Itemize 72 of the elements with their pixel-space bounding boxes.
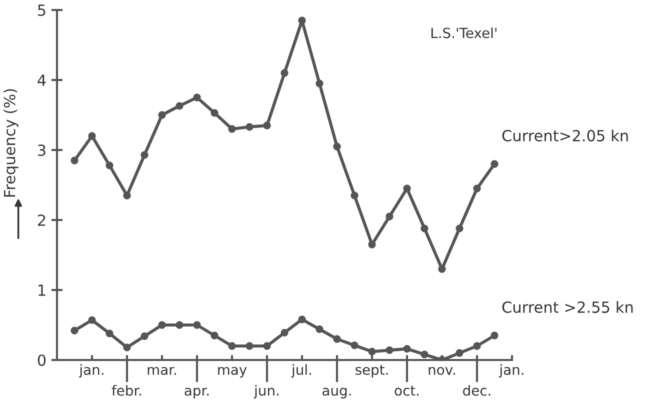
point bbox=[316, 325, 324, 334]
point bbox=[456, 224, 464, 232]
y-tick-label: 3 bbox=[38, 144, 46, 156]
point bbox=[123, 344, 131, 352]
y-tick-label: 1 bbox=[38, 284, 46, 296]
y-tick-label: 5 bbox=[38, 4, 46, 16]
point bbox=[473, 342, 481, 350]
point bbox=[280, 328, 288, 337]
point bbox=[316, 80, 324, 88]
point bbox=[473, 184, 481, 192]
point bbox=[298, 16, 306, 24]
x-tick-label: mar. bbox=[148, 366, 176, 375]
point bbox=[263, 342, 271, 350]
point bbox=[176, 321, 184, 329]
point bbox=[350, 341, 358, 350]
point bbox=[368, 240, 376, 248]
point bbox=[490, 160, 498, 168]
point bbox=[123, 192, 131, 200]
x-tick-label: nov. bbox=[428, 366, 455, 375]
point bbox=[280, 69, 288, 77]
x-tick-label: sept. bbox=[356, 364, 388, 378]
point bbox=[106, 162, 114, 170]
point bbox=[88, 132, 96, 140]
point bbox=[210, 109, 218, 117]
point bbox=[140, 332, 148, 340]
x-tick-label: febr. bbox=[112, 385, 142, 396]
point bbox=[403, 344, 411, 353]
x-tick-label: dec. bbox=[463, 385, 490, 396]
y-tick-label: 2 bbox=[38, 214, 46, 226]
point bbox=[246, 342, 254, 350]
point bbox=[106, 330, 114, 338]
point bbox=[420, 224, 428, 232]
x-tick-label: jul. bbox=[291, 364, 311, 378]
series-label: Current>2.05 kn bbox=[502, 130, 628, 142]
y-axis-title: Frequency (%) bbox=[4, 89, 18, 197]
y-tick-label: 0 bbox=[38, 354, 46, 366]
point bbox=[193, 321, 201, 329]
point bbox=[158, 111, 166, 119]
point bbox=[386, 346, 394, 354]
x-tick-label: aug. bbox=[322, 388, 351, 398]
point bbox=[176, 102, 184, 110]
x-tick-label: oct. bbox=[394, 386, 418, 396]
annotation: L.S.'Texel' bbox=[431, 27, 496, 38]
y-tick-label: 4 bbox=[38, 74, 46, 86]
point bbox=[298, 316, 306, 324]
point bbox=[456, 349, 464, 357]
point bbox=[158, 321, 166, 329]
series-label: Current >2.55 kn bbox=[502, 301, 633, 313]
point bbox=[333, 142, 341, 150]
point bbox=[386, 212, 394, 220]
point bbox=[70, 326, 78, 334]
point bbox=[438, 265, 446, 273]
point bbox=[228, 342, 236, 350]
point bbox=[228, 125, 236, 133]
point bbox=[333, 335, 341, 343]
point bbox=[420, 350, 428, 358]
point bbox=[210, 332, 218, 340]
x-tick-label: jun. bbox=[254, 385, 278, 398]
point bbox=[368, 348, 376, 356]
point bbox=[88, 316, 96, 324]
x-tick-label: may bbox=[218, 366, 247, 378]
point bbox=[140, 151, 148, 159]
point bbox=[70, 156, 78, 164]
x-tick-label: apr. bbox=[184, 388, 209, 398]
point bbox=[193, 94, 201, 102]
x-tick-label: jan. bbox=[78, 364, 104, 378]
point bbox=[246, 123, 254, 131]
point bbox=[490, 332, 498, 340]
point bbox=[263, 122, 271, 130]
x-tick-label: jan. bbox=[498, 364, 524, 378]
point bbox=[350, 192, 358, 200]
point bbox=[403, 184, 411, 192]
